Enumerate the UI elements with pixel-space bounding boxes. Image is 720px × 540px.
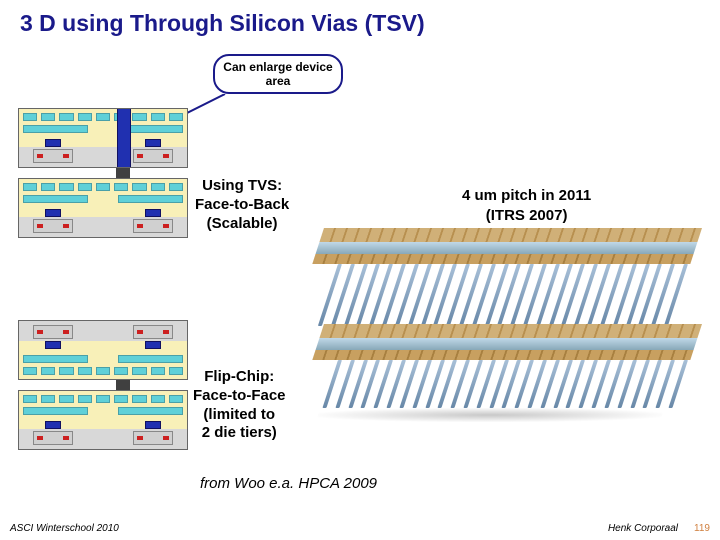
tsv-3d-render xyxy=(324,228,702,424)
render-shadow xyxy=(316,408,665,422)
bond-layer xyxy=(18,168,188,178)
footer-left: ASCI Winterschool 2010 xyxy=(10,523,119,534)
render-pillars-bottom xyxy=(322,360,688,408)
die-top xyxy=(18,108,188,168)
callout-enlarge: Can enlarge device area xyxy=(213,54,343,94)
render-pillars-top xyxy=(318,264,688,326)
label-flipchip: Flip-Chip:Face-to-Face(limited to2 die t… xyxy=(193,368,286,443)
flip-bond-layer xyxy=(18,380,188,390)
citation: from Woo e.a. HPCA 2009 xyxy=(200,475,377,492)
label-tvs: Using TVS:Face-to-Back(Scalable) xyxy=(195,177,289,233)
pitch-annotation: 4 um pitch in 2011(ITRS 2007) xyxy=(462,186,591,225)
die-bottom xyxy=(18,178,188,238)
footer-right: Henk Corporaal xyxy=(608,523,678,534)
diagram-tsv xyxy=(18,108,188,238)
callout-text: Can enlarge device area xyxy=(215,60,341,89)
footer-page: 119 xyxy=(694,523,710,534)
tsv-via xyxy=(117,109,131,167)
diagram-flipchip xyxy=(18,320,188,450)
die-top-flipped xyxy=(18,320,188,380)
slide-title: 3 D using Through Silicon Vias (TSV) xyxy=(20,10,425,37)
die-bottom-2 xyxy=(18,390,188,450)
